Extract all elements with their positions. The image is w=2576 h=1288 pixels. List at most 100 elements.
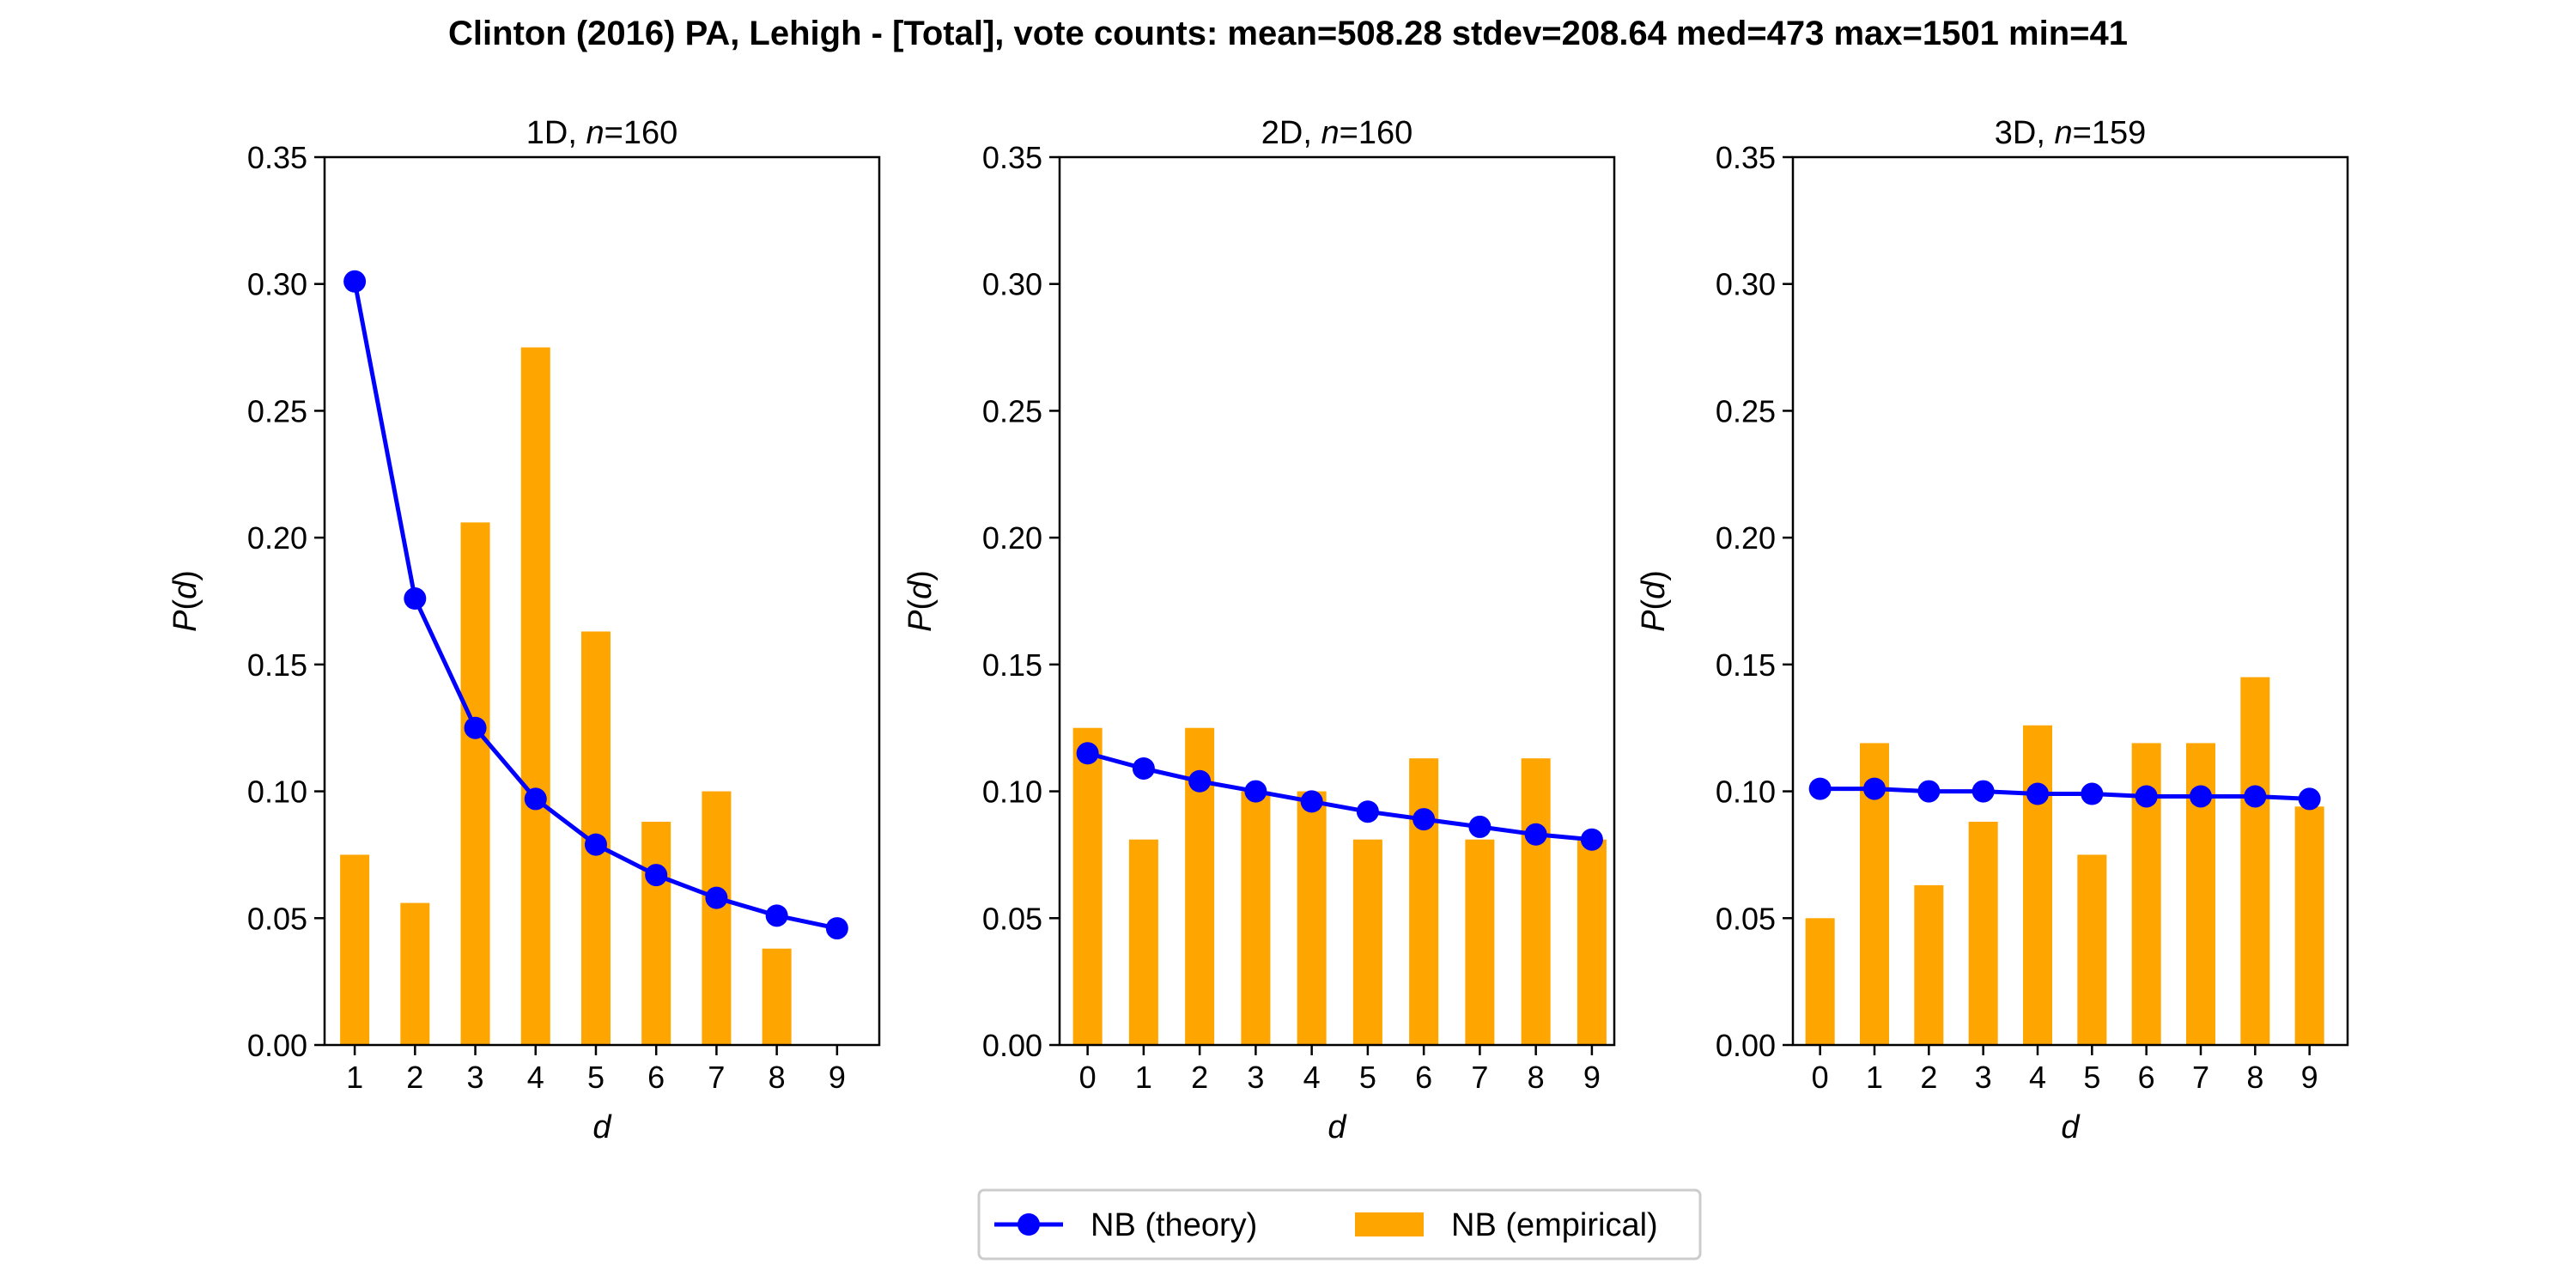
empirical-bar <box>1409 758 1439 1045</box>
y-tick-label: 0.20 <box>247 520 307 556</box>
x-tick-label: 5 <box>587 1060 605 1095</box>
theory-point <box>2190 785 2212 808</box>
y-axis-label: P(d) <box>902 570 939 632</box>
theory-point <box>1132 756 1155 780</box>
theory-point <box>524 787 547 811</box>
y-tick-label: 0.10 <box>247 775 307 810</box>
empirical-bar <box>520 347 550 1046</box>
subplot-panels: 1D, n=160 0.00 0.05 0.10 0.15 0.20 0.25 0.30 0.3… <box>167 115 2349 1145</box>
theory-point <box>1188 769 1212 793</box>
empirical-bar <box>1577 839 1607 1045</box>
theory-point <box>1076 742 1099 765</box>
subplot-1: 1D, n=160 0.00 0.05 0.10 0.15 0.20 0.25 0.30 0.3… <box>167 115 881 1145</box>
x-tick-label: 2 <box>406 1060 423 1095</box>
y-tick-label: 0.30 <box>1716 267 1776 302</box>
empirical-bar <box>641 822 671 1045</box>
theory-point <box>705 886 728 909</box>
y-tick-label: 0.00 <box>1716 1028 1776 1063</box>
empirical-bar <box>762 948 792 1045</box>
theory-point <box>2026 782 2049 805</box>
y-tick-label: 0.25 <box>247 393 307 428</box>
x-tick-label: 2 <box>1191 1060 1208 1095</box>
y-tick-label: 0.30 <box>247 267 307 302</box>
x-tick-label: 4 <box>527 1060 544 1095</box>
axes-frame <box>1058 155 1616 1047</box>
theory-line <box>1820 787 2310 801</box>
theory-point <box>765 904 788 927</box>
theory-point <box>1971 780 1995 803</box>
y-tick-label: 0.15 <box>982 647 1042 683</box>
legend-frame <box>977 1188 1702 1261</box>
x-tick-label: 1 <box>1135 1060 1152 1095</box>
y-tick-label: 0.10 <box>982 775 1042 810</box>
x-tick-label: 6 <box>1415 1060 1432 1095</box>
theory-point <box>2135 785 2158 808</box>
y-tick-label: 0.00 <box>982 1028 1042 1063</box>
theory-line <box>1086 750 1593 842</box>
x-tick-label: 8 <box>769 1060 786 1095</box>
legend: NB (theory) NB (empirical) <box>977 1188 1702 1261</box>
x-tick-label: 9 <box>2301 1060 2318 1095</box>
y-tick-label: 0.00 <box>247 1028 307 1063</box>
y-tick-label: 0.35 <box>1716 140 1776 175</box>
axes-frame <box>1791 155 2349 1047</box>
y-tick-label: 0.15 <box>1716 647 1776 683</box>
theory-point <box>645 864 668 887</box>
y-axis-label: P(d) <box>167 570 204 632</box>
x-tick-label: 1 <box>346 1060 363 1095</box>
empirical-bar <box>1352 839 1382 1045</box>
empirical-bar <box>2294 806 2324 1045</box>
theory-point <box>1468 815 1492 838</box>
x-tick-label: 4 <box>1303 1060 1321 1095</box>
theory-point <box>2081 782 2104 805</box>
x-tick-label: 0 <box>1812 1060 1829 1095</box>
x-tick-label: 3 <box>467 1060 484 1095</box>
empirical-bar <box>1072 727 1103 1045</box>
x-axis-label: d <box>1327 1109 1347 1145</box>
empirical-bar <box>1128 839 1158 1045</box>
empirical-bar <box>2023 725 2052 1045</box>
theory-point <box>1244 780 1267 803</box>
x-tick-label: 9 <box>829 1060 846 1095</box>
theory-point <box>825 917 848 940</box>
theory-point <box>2244 785 2267 808</box>
empirical-bar <box>1968 822 1998 1045</box>
y-tick-label: 0.05 <box>247 901 307 936</box>
x-tick-label: 7 <box>2192 1060 2209 1095</box>
theory-point <box>1863 777 1886 800</box>
empirical-bar <box>1914 884 1944 1045</box>
theory-point <box>1917 780 1941 803</box>
theory-point <box>1356 800 1379 823</box>
empirical-bar <box>2077 854 2107 1045</box>
x-tick-label: 6 <box>2138 1060 2155 1095</box>
theory-point <box>464 716 487 739</box>
x-tick-label: 9 <box>1583 1060 1601 1095</box>
x-tick-label: 6 <box>647 1060 665 1095</box>
x-tick-label: 5 <box>1359 1060 1376 1095</box>
y-tick-label: 0.30 <box>982 267 1042 302</box>
x-tick-label: 3 <box>1247 1060 1264 1095</box>
theory-point <box>1413 808 1436 831</box>
empirical-bar <box>400 902 430 1045</box>
x-tick-label: 4 <box>2029 1060 2046 1095</box>
theory-point <box>584 833 607 856</box>
empirical-bar <box>1241 791 1271 1045</box>
theory-point <box>1808 777 1832 800</box>
subplot-2: 2D, n=160 0.00 0.05 0.10 0.15 0.20 0.25 0.30 0.3… <box>902 115 1616 1145</box>
subplot-title: 3D, n=159 <box>1995 115 2146 151</box>
axes-frame <box>323 155 881 1047</box>
empirical-bar <box>460 522 490 1045</box>
x-tick-label: 7 <box>708 1060 725 1095</box>
empirical-bar <box>1297 791 1327 1045</box>
y-tick-label: 0.25 <box>982 393 1042 428</box>
theory-point <box>404 587 427 611</box>
y-tick-label: 0.20 <box>1716 520 1776 556</box>
empirical-bar <box>1805 918 1835 1045</box>
x-tick-label: 3 <box>1975 1060 1992 1095</box>
theory-point <box>1300 790 1323 813</box>
x-tick-label: 0 <box>1079 1060 1097 1095</box>
y-tick-label: 0.05 <box>982 901 1042 936</box>
legend-empirical-swatch <box>1355 1212 1424 1236</box>
